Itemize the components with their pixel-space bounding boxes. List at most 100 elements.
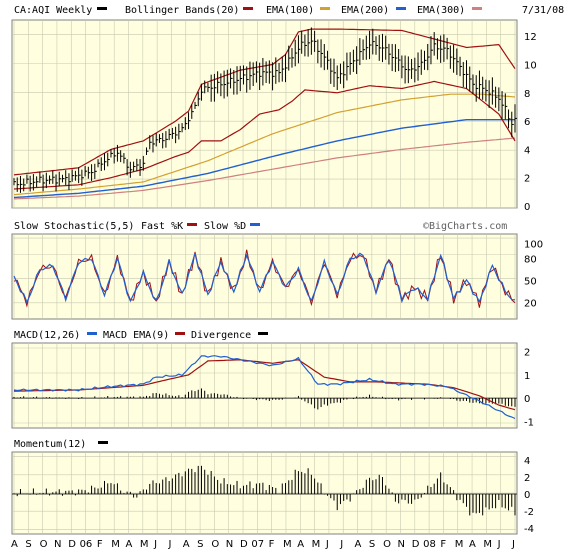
price-grid — [12, 20, 517, 209]
x-tick-label: F — [97, 539, 103, 550]
ema300-line — [13, 137, 516, 200]
legend-ema200: EMA(200) — [341, 5, 389, 16]
y-tick-label: -4 — [524, 524, 534, 535]
legend-ema300-swatch — [472, 7, 482, 10]
x-tick-label: F — [269, 539, 275, 550]
chart-date: 7/31/08 — [522, 5, 564, 16]
x-tick-label: M — [111, 539, 120, 550]
legend-price-swatch — [97, 7, 107, 10]
stochastic-legend-k: Fast %K — [141, 221, 183, 232]
x-tick-label: F — [440, 539, 446, 550]
y-tick-label: 80 — [524, 254, 537, 265]
stochastic-legend-d: Slow %D — [204, 221, 246, 232]
legend-ema300: EMA(300) — [417, 5, 465, 16]
stochastic-k-swatch — [187, 223, 197, 226]
y-tick-label: 20 — [524, 298, 537, 309]
legend-bollinger-swatch — [243, 7, 253, 10]
y-tick-label: 8 — [524, 89, 530, 100]
stochastic-panel-bg — [11, 233, 518, 320]
momentum-y-ticks: -4 -2 0 2 4 — [524, 456, 534, 535]
momentum-panel: Momentum(12) -4 -2 0 2 4 — [11, 439, 534, 535]
x-tick-label: M — [312, 539, 321, 550]
price-panel-bg — [11, 19, 518, 209]
macd-title: MACD(12,26) — [14, 330, 80, 341]
macd-y-ticks: -1 0 1 2 — [524, 348, 534, 429]
x-tick-label: S — [197, 539, 203, 550]
y-tick-label: 0 — [524, 202, 530, 213]
legend-ema100-swatch — [320, 7, 330, 10]
macd-ema-swatch — [175, 332, 185, 335]
stochastic-title: Slow Stochastic(5,5) — [14, 221, 134, 232]
x-tick-label: J — [153, 539, 157, 550]
stochastic-y-ticks: 20 50 80 100 — [524, 240, 543, 310]
bollinger-upper-line — [13, 28, 516, 176]
x-tick-label: J — [511, 539, 515, 550]
stochastic-panel: Slow Stochastic(5,5) Fast %K Slow %D ©Bi… — [11, 221, 543, 320]
y-tick-label: 10 — [524, 60, 537, 71]
slow-d-line — [13, 252, 516, 304]
price-series — [13, 27, 517, 200]
macd-series — [12, 355, 517, 420]
momentum-series — [12, 465, 517, 516]
price-panel: 0 2 4 6 8 10 12 — [11, 19, 537, 213]
y-tick-label: 2 — [524, 348, 530, 359]
x-tick-label: O — [383, 539, 391, 550]
x-tick-label: M — [283, 539, 292, 550]
y-tick-label: 6 — [524, 117, 530, 128]
x-tick-label: A — [183, 539, 190, 550]
y-tick-label: 100 — [524, 240, 543, 251]
ema200-line — [13, 118, 515, 199]
y-tick-label: 1 — [524, 371, 530, 382]
macd-legend-divergence: Divergence — [191, 330, 251, 341]
bigcharts-credit: ©BigCharts.com — [423, 221, 507, 232]
x-tick-label: N — [226, 539, 233, 550]
legend-ema200-swatch — [396, 7, 406, 10]
divergence-swatch — [258, 332, 268, 335]
stochastic-d-swatch — [250, 223, 260, 226]
price-legend: CA:AQI Weekly Bollinger Bands(20) EMA(10… — [14, 5, 564, 16]
x-tick-label: J — [339, 539, 343, 550]
x-tick-label: O — [211, 539, 219, 550]
macd-line — [13, 355, 516, 420]
x-tick-label: D — [412, 539, 420, 550]
y-tick-label: 50 — [524, 276, 537, 287]
ema100-line — [13, 93, 516, 196]
y-tick-label: 2 — [524, 174, 530, 185]
x-tick-label: 06 — [80, 539, 93, 550]
y-tick-label: 2 — [524, 473, 530, 484]
stochastic-series — [13, 249, 516, 308]
x-tick-label: M — [140, 539, 149, 550]
momentum-grid — [12, 452, 517, 534]
x-tick-label: J — [167, 539, 171, 550]
x-tick-label: D — [240, 539, 248, 550]
legend-price: CA:AQI Weekly — [14, 5, 92, 16]
x-tick-label: 08 — [423, 539, 436, 550]
x-tick-label: J — [325, 539, 329, 550]
y-tick-label: 0 — [524, 394, 530, 405]
y-tick-label: 0 — [524, 490, 530, 501]
y-tick-label: -1 — [524, 417, 534, 428]
bollinger-lower-line — [13, 80, 516, 190]
momentum-swatch — [98, 441, 108, 444]
x-tick-label: N — [397, 539, 404, 550]
y-tick-label: 4 — [524, 456, 530, 467]
x-tick-label: D — [68, 539, 76, 550]
x-tick-label: M — [483, 539, 492, 550]
x-tick-label: M — [455, 539, 464, 550]
x-tick-label: 07 — [251, 539, 264, 550]
legend-ema100: EMA(100) — [266, 5, 314, 16]
x-tick-label: S — [369, 539, 375, 550]
price-y-ticks: 0 2 4 6 8 10 12 — [524, 32, 537, 213]
y-tick-label: 4 — [524, 145, 530, 156]
x-tick-label: A — [297, 539, 304, 550]
y-tick-label: 12 — [524, 32, 537, 43]
y-tick-label: -2 — [524, 507, 534, 518]
x-tick-label: O — [40, 539, 48, 550]
x-tick-label: N — [54, 539, 61, 550]
macd-panel: MACD(12,26) MACD EMA(9) Divergence -1 0 1 2 — [11, 330, 534, 429]
macd-swatch — [87, 332, 97, 335]
macd-legend-ema: MACD EMA(9) — [103, 330, 169, 341]
x-tick-label: S — [25, 539, 31, 550]
legend-bollinger: Bollinger Bands(20) — [125, 5, 239, 16]
